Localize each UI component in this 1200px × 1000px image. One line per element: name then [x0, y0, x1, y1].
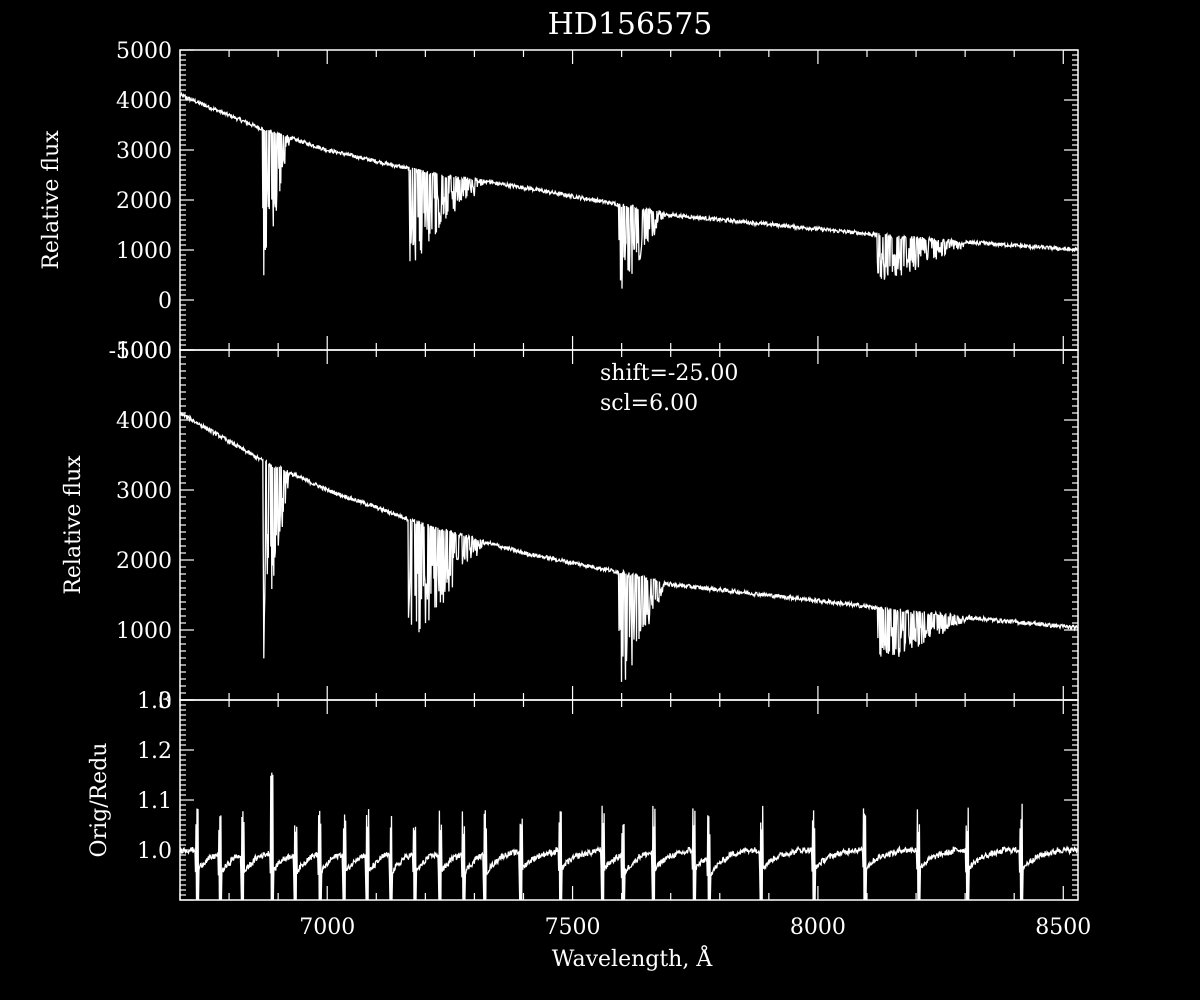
y-tick-label: 4000: [116, 89, 172, 114]
y-tick-label: 0: [158, 289, 172, 314]
y-tick-label: 4000: [116, 409, 172, 434]
x-tick-label: 7000: [299, 915, 355, 940]
y-tick-label: 1.0: [137, 839, 172, 864]
y-tick-label: 2000: [116, 189, 172, 214]
spectrum-series: [179, 772, 1079, 901]
y-tick-label: 1.1: [137, 789, 172, 814]
x-axis-label: Wavelength, Å: [552, 944, 714, 972]
plot-frame: [179, 49, 1079, 351]
panel-reduced: 0 1000 2000 3000 4000 5000 Relative flux shift=…: [61, 339, 1079, 714]
y-axis-label: Relative flux: [61, 455, 86, 595]
y-tick-label: 1000: [116, 239, 172, 264]
y-tick-label: 1.2: [137, 739, 172, 764]
x-tick-label: 8500: [1035, 915, 1091, 940]
y-tick-label: -1000: [109, 339, 172, 364]
panel-ratio: 1.0 1.1 1.2 1.3 Orig/Redu: [87, 689, 1079, 901]
y-axis-label: Relative flux: [39, 130, 64, 270]
y-tick-label: 1000: [116, 619, 172, 644]
y-tick-label: 2000: [116, 549, 172, 574]
x-tick-label: 7500: [545, 915, 601, 940]
y-tick-label: 3000: [116, 139, 172, 164]
spectrum-series: [179, 91, 1079, 289]
y-tick-label: 5000: [116, 339, 172, 364]
annotation-text: shift=-25.00: [600, 361, 738, 386]
y-tick-label: 3000: [116, 479, 172, 504]
y-tick-label: 1.3: [137, 689, 172, 714]
panel-original: -1000 0 1000 2000 3000 4000 5000 Relative flux: [39, 39, 1079, 364]
chart-title: HD156575: [548, 7, 713, 42]
spectrum-series: [179, 411, 1079, 682]
plot-frame: [179, 699, 1079, 901]
y-tick-label: 0: [158, 689, 172, 714]
x-tick-label: 8000: [790, 915, 846, 940]
annotation-text: scl=6.00: [600, 391, 698, 416]
y-axis-label: Orig/Redu: [87, 743, 112, 858]
y-tick-label: 5000: [116, 39, 172, 64]
